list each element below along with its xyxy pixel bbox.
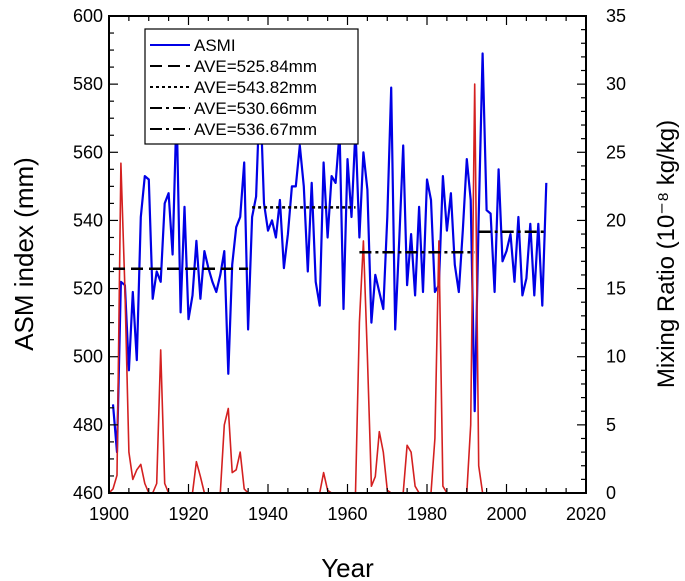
y-left-tick-label: 460 — [73, 483, 103, 503]
legend-label: AVE=525.84mm — [194, 57, 317, 76]
x-tick-label: 2000 — [486, 504, 526, 524]
axis-ticks: 1900 1920 1940 1960 1980 2000 2020460480500520… — [73, 6, 626, 524]
y-left-tick-label: 540 — [73, 210, 103, 230]
x-tick-label: 2020 — [566, 504, 606, 524]
y-right-tick-label: 20 — [606, 210, 626, 230]
legend-label: AVE=530.66mm — [194, 99, 317, 118]
y-right-tick-label: 35 — [606, 6, 626, 26]
x-tick-label: 1920 — [168, 504, 208, 524]
legend: ASMI AVE=525.84mm AVE=543.82mm AVE=530.66mm… — [144, 28, 359, 145]
x-tick-label: 1960 — [327, 504, 367, 524]
y-left-tick-label: 520 — [73, 279, 103, 299]
legend-label: AVE=543.82mm — [194, 78, 317, 97]
y-left-tick-label: 560 — [73, 142, 103, 162]
y-right-tick-label: 5 — [606, 415, 616, 435]
x-tick-label: 1980 — [407, 504, 447, 524]
y-left-tick-label: 600 — [73, 6, 103, 26]
x-axis-label: Year — [321, 553, 374, 581]
legend-label: AVE=536.67mm — [194, 120, 317, 139]
x-tick-label: 1940 — [248, 504, 288, 524]
y-left-tick-label: 580 — [73, 74, 103, 94]
y-right-tick-label: 15 — [606, 279, 626, 299]
y-right-tick-label: 25 — [606, 142, 626, 162]
y-axis-left-label: ASM index (mm) — [9, 157, 39, 351]
y-axis-right-label: Mixing Ratio (10⁻⁸ kg/kg) — [653, 120, 680, 388]
y-right-tick-label: 30 — [606, 74, 626, 94]
legend-label: ASMI — [194, 36, 236, 55]
series-line-asmi — [111, 52, 548, 454]
x-tick-label: 1900 — [89, 504, 129, 524]
y-right-tick-label: 0 — [606, 483, 616, 503]
y-left-tick-label: 500 — [73, 347, 103, 367]
y-left-tick-label: 480 — [73, 415, 103, 435]
y-right-tick-label: 10 — [606, 347, 626, 367]
